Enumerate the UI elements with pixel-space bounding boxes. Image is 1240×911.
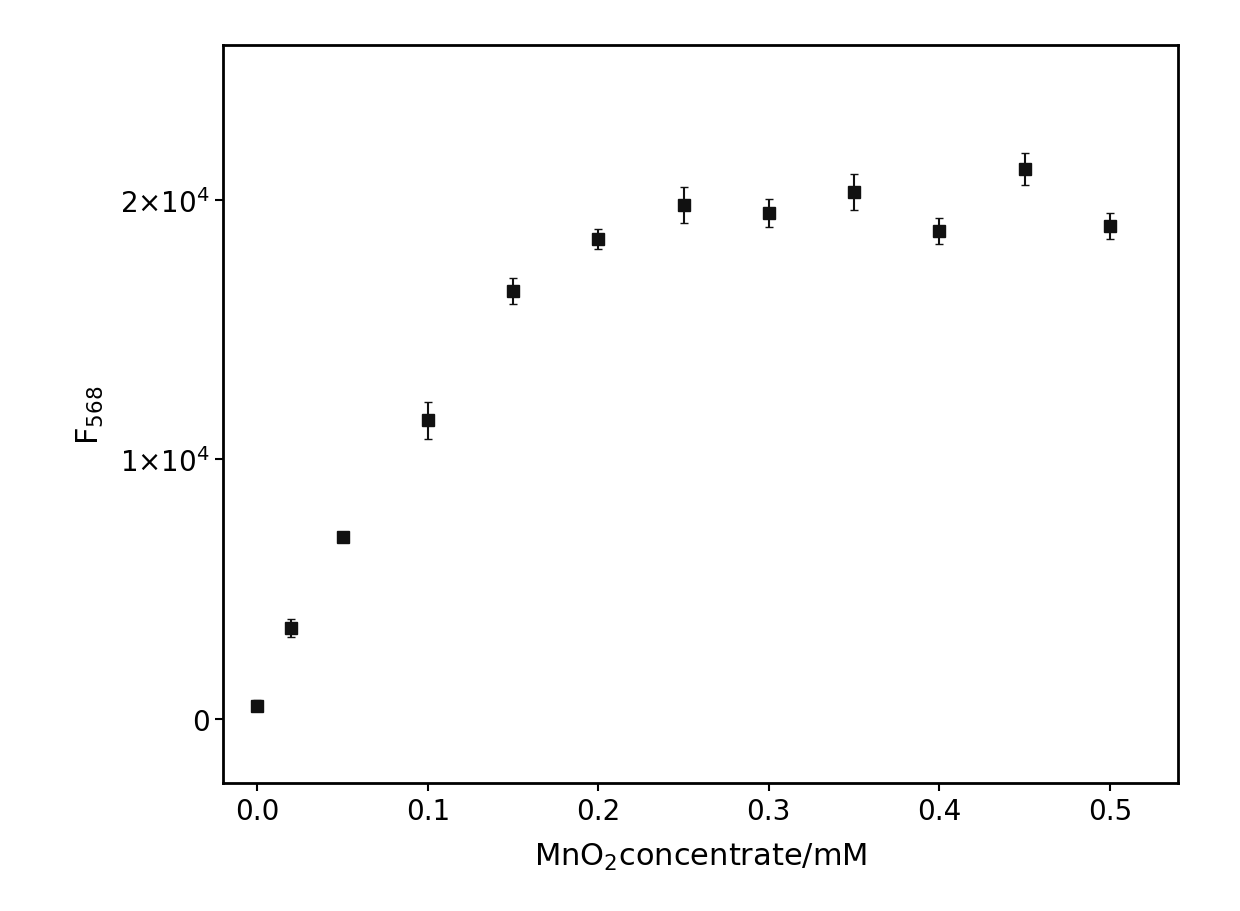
X-axis label: MnO$_2$concentrate/mM: MnO$_2$concentrate/mM: [534, 841, 867, 873]
Y-axis label: F$_\mathregular{568}$: F$_\mathregular{568}$: [76, 385, 107, 444]
